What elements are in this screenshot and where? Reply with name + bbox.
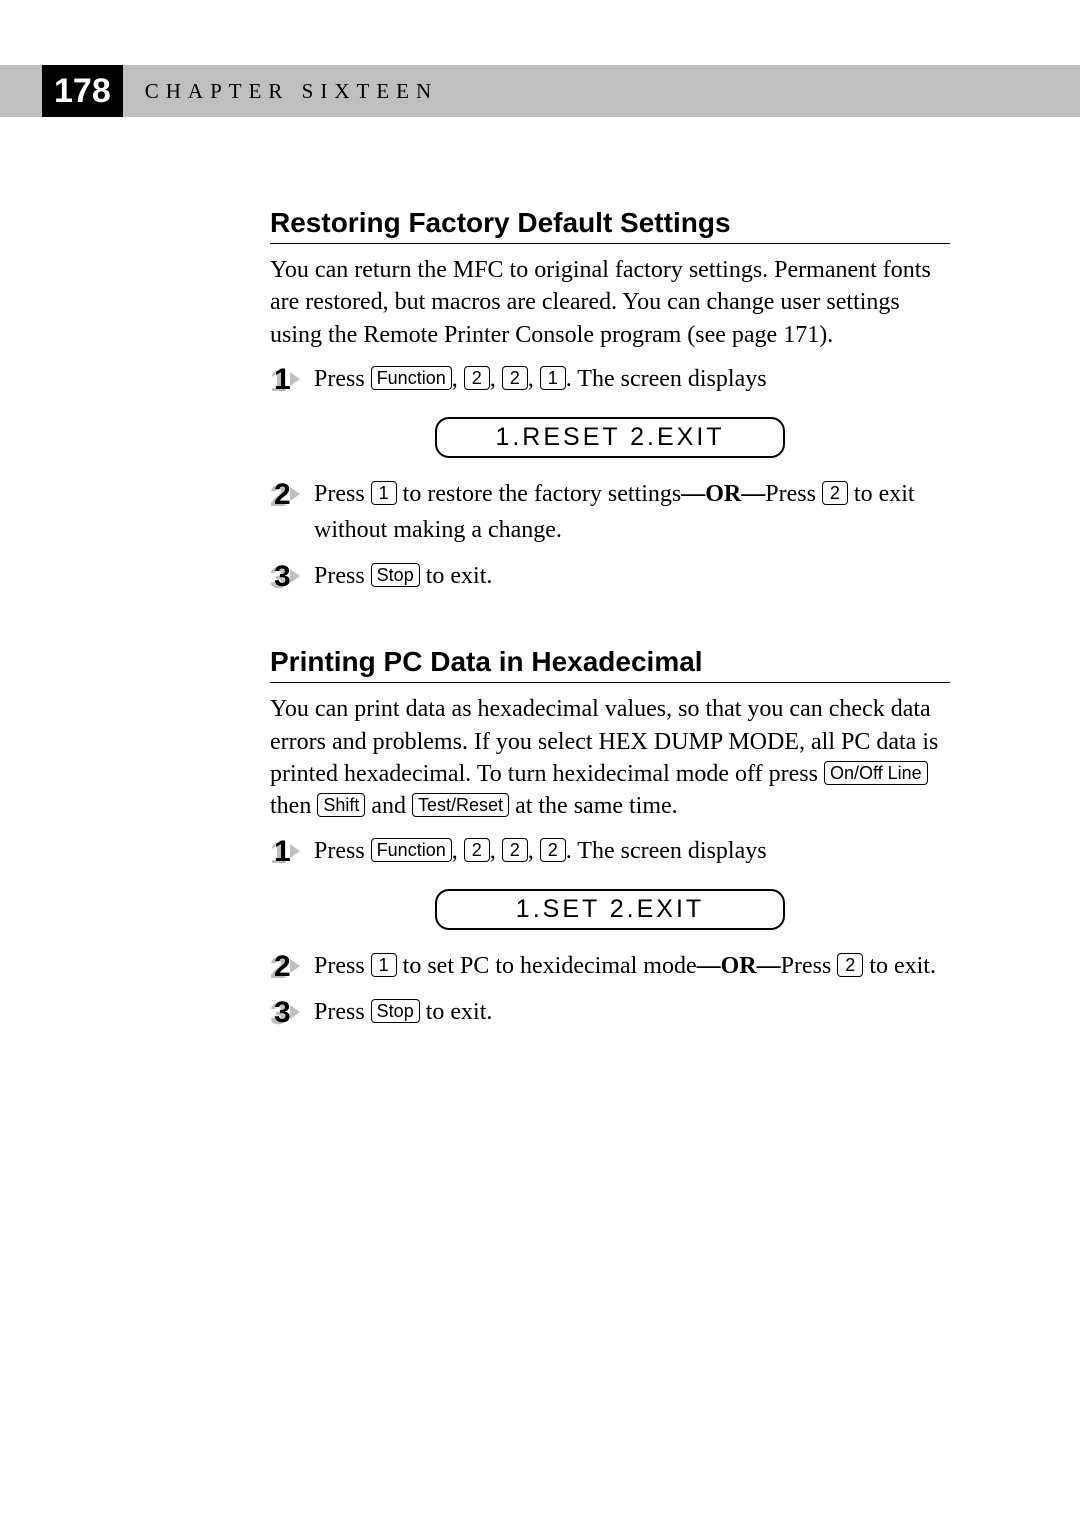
- text: Press: [314, 999, 371, 1025]
- step-body: Press Function, 2, 2, 1. The screen disp…: [314, 361, 950, 397]
- text: to exit.: [863, 953, 936, 979]
- key-onoffline: On/Off Line: [824, 761, 928, 785]
- step-number-icon: 1 1: [270, 363, 306, 393]
- text: Press: [314, 366, 371, 392]
- key-1: 1: [371, 481, 397, 505]
- or-text: —OR—: [681, 481, 765, 507]
- key-2: 2: [837, 953, 863, 977]
- lcd-display: 1.RESET 2.EXIT: [435, 417, 785, 458]
- text: to exit.: [420, 563, 493, 589]
- key-2: 2: [822, 481, 848, 505]
- page-number: 178: [42, 65, 123, 117]
- step-number-icon: 2 2: [270, 478, 306, 508]
- key-function: Function: [371, 838, 452, 862]
- text: Press: [314, 953, 371, 979]
- step-number-icon: 1 1: [270, 835, 306, 865]
- step-number-icon: 3 3: [270, 996, 306, 1026]
- key-2: 2: [502, 366, 528, 390]
- step-body: Press Stop to exit.: [314, 558, 950, 594]
- text: and: [365, 793, 412, 819]
- step-1: 1 1 Press Function, 2, 2, 2. The screen …: [270, 833, 950, 869]
- key-2: 2: [464, 366, 490, 390]
- key-2: 2: [502, 838, 528, 862]
- text: . The screen displays: [566, 366, 767, 392]
- section-rule: [270, 682, 950, 683]
- step-3: 3 3 Press Stop to exit.: [270, 994, 950, 1030]
- step-body: Press 1 to restore the factory settings—…: [314, 476, 950, 548]
- step-body: Press Stop to exit.: [314, 994, 950, 1030]
- text: Press: [781, 953, 838, 979]
- page-header: 178 CHAPTER SIXTEEN: [0, 65, 1080, 117]
- text: . The screen displays: [566, 838, 767, 864]
- text: Press: [314, 838, 371, 864]
- key-function: Function: [371, 366, 452, 390]
- text: Press: [765, 481, 822, 507]
- key-stop: Stop: [371, 999, 420, 1023]
- step-body: Press Function, 2, 2, 2. The screen disp…: [314, 833, 950, 869]
- key-testreset: Test/Reset: [412, 793, 509, 817]
- text: to exit.: [420, 999, 493, 1025]
- section-rule: [270, 243, 950, 244]
- intro-text-hex: You can print data as hexadecimal values…: [270, 693, 950, 823]
- key-2: 2: [540, 838, 566, 862]
- key-shift: Shift: [317, 793, 365, 817]
- text: at the same time.: [509, 793, 678, 819]
- step-number-icon: 2 2: [270, 950, 306, 980]
- lcd-display: 1.SET 2.EXIT: [435, 889, 785, 930]
- text: then: [270, 793, 317, 819]
- step-1: 1 1 Press Function, 2, 2, 1. The screen …: [270, 361, 950, 397]
- text: to restore the factory settings: [397, 481, 682, 507]
- text: Press: [314, 481, 371, 507]
- text: Press: [314, 563, 371, 589]
- text: to set PC to hexidecimal mode: [397, 953, 697, 979]
- step-number-icon: 3 3: [270, 560, 306, 590]
- step-2: 2 2 Press 1 to restore the factory setti…: [270, 476, 950, 548]
- chapter-label: CHAPTER SIXTEEN: [145, 79, 438, 104]
- intro-text-restore: You can return the MFC to original facto…: [270, 254, 950, 351]
- key-1: 1: [371, 953, 397, 977]
- page: 178 CHAPTER SIXTEEN Restoring Factory De…: [0, 0, 1080, 1519]
- step-body: Press 1 to set PC to hexidecimal mode—OR…: [314, 948, 950, 984]
- key-1: 1: [540, 366, 566, 390]
- key-2: 2: [464, 838, 490, 862]
- content-column: Restoring Factory Default Settings You c…: [270, 207, 950, 1030]
- section-title-restore: Restoring Factory Default Settings: [270, 207, 950, 239]
- step-3: 3 3 Press Stop to exit.: [270, 558, 950, 594]
- key-stop: Stop: [371, 563, 420, 587]
- step-2: 2 2 Press 1 to set PC to hexidecimal mod…: [270, 948, 950, 984]
- section-title-hex: Printing PC Data in Hexadecimal: [270, 646, 950, 678]
- or-text: —OR—: [697, 953, 781, 979]
